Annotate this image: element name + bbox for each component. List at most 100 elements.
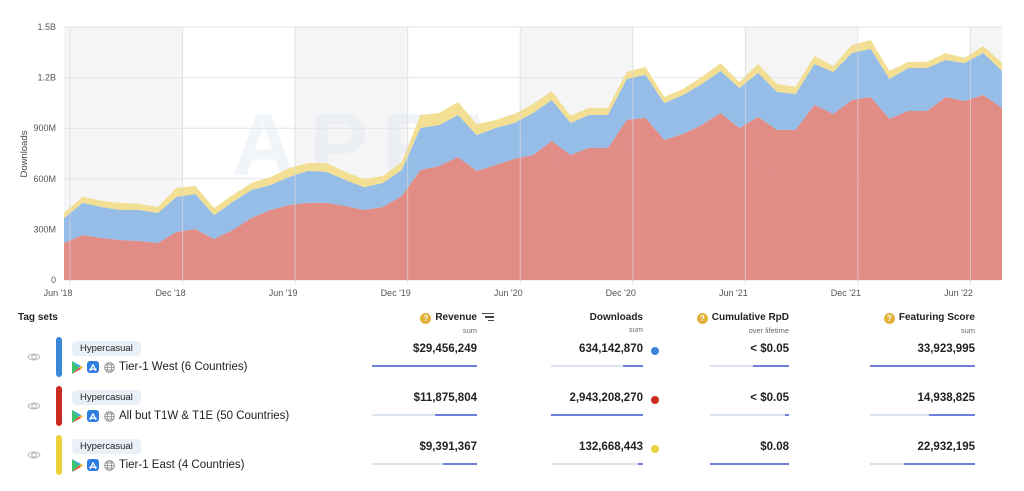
globe-icon xyxy=(104,410,115,422)
rpd-bar-track xyxy=(710,414,789,416)
revenue-cell: $29,456,249 xyxy=(372,343,477,373)
tag-set-name[interactable]: All but T1W & T1E (50 Countries) xyxy=(119,410,290,422)
downloads-header[interactable]: Downloads sum xyxy=(590,312,643,334)
series-color-bar xyxy=(56,337,62,377)
rpd-cell: < $0.05 xyxy=(710,392,789,422)
google-play-icon xyxy=(72,360,83,374)
featuring-header-label: Featuring Score xyxy=(898,312,975,323)
question-icon[interactable]: ? xyxy=(420,313,432,324)
tag-set-info: Tier-1 West (6 Countries) xyxy=(72,360,247,374)
tag-set-name[interactable]: Tier-1 East (4 Countries) xyxy=(119,459,245,471)
downloads-value: 634,142,870 xyxy=(579,343,643,355)
area-series xyxy=(64,39,1002,281)
downloads-cell: 2,943,208,270 xyxy=(551,392,643,422)
rpd-header-label: Cumulative RpD xyxy=(711,312,789,323)
revenue-value: $29,456,249 xyxy=(413,343,477,355)
rpd-value: < $0.05 xyxy=(750,392,789,404)
featuring-bar-fill xyxy=(903,463,975,465)
rpd-value: < $0.05 xyxy=(750,343,789,355)
downloads-bar-fill xyxy=(622,365,643,367)
tag-pill[interactable]: Hypercasual xyxy=(72,390,141,405)
y-axis-ticks: 0 300M 600M 900M 1.2B 1.5B xyxy=(33,22,56,285)
y-tick-label: 1.2B xyxy=(37,73,56,83)
downloads-bar-fill xyxy=(638,463,643,465)
tag-pill[interactable]: Hypercasual xyxy=(72,439,141,454)
rpd-cell: < $0.05 xyxy=(710,343,789,373)
google-play-icon xyxy=(72,458,83,472)
revenue-cell: $11,875,804 xyxy=(372,392,477,422)
revenue-bar-track xyxy=(372,414,477,416)
google-play-icon xyxy=(72,409,83,423)
revenue-bar-fill xyxy=(372,365,477,367)
revenue-header[interactable]: ? Revenue sum xyxy=(420,312,477,335)
eye-icon[interactable] xyxy=(27,350,41,364)
rpd-bar-fill xyxy=(785,414,789,416)
revenue-header-sub: sum xyxy=(462,326,477,335)
x-tick-label: Jun '19 xyxy=(269,288,298,298)
downloads-value: 2,943,208,270 xyxy=(569,392,643,404)
x-tick-label: Dec '18 xyxy=(155,288,185,298)
series-color-dot xyxy=(651,445,659,453)
table-row[interactable]: Hypercasual Tier-1 West (6 Countries) $2… xyxy=(0,335,1024,383)
featuring-bar-track xyxy=(870,414,975,416)
rpd-header[interactable]: ? Cumulative RpD over lifetime xyxy=(696,312,789,335)
tag-set-name[interactable]: Tier-1 West (6 Countries) xyxy=(119,361,248,373)
app-store-icon xyxy=(87,459,99,471)
globe-icon xyxy=(104,361,115,373)
revenue-cell: $9,391,367 xyxy=(372,441,477,471)
tag-pill[interactable]: Hypercasual xyxy=(72,341,141,356)
question-icon[interactable]: ? xyxy=(696,313,708,324)
x-tick-label: Jun '18 xyxy=(44,288,73,298)
featuring-bar-track xyxy=(870,463,975,465)
sort-icon[interactable] xyxy=(482,313,494,323)
featuring-bar-fill xyxy=(928,414,975,416)
y-tick-label: 600M xyxy=(33,174,56,184)
y-tick-label: 900M xyxy=(33,123,56,133)
x-gridlines xyxy=(69,27,971,285)
x-tick-label: Dec '20 xyxy=(606,288,636,298)
x-tick-label: Dec '21 xyxy=(831,288,861,298)
featuring-value: 14,938,825 xyxy=(917,392,975,404)
tag-set-info: All but T1W & T1E (50 Countries) xyxy=(72,409,289,423)
y-tick-label: 0 xyxy=(51,275,56,285)
featuring-header-sub: sum xyxy=(960,326,975,335)
tag-set-info: Tier-1 East (4 Countries) xyxy=(72,458,244,472)
area-all-but-t1w-t1e-50-countries[interactable] xyxy=(64,94,1002,281)
featuring-bar-track xyxy=(870,365,975,367)
featuring-header[interactable]: ? Featuring Score sum xyxy=(883,312,975,335)
y-axis-label: Downloads xyxy=(19,130,30,177)
x-tick-label: Jun '22 xyxy=(944,288,973,298)
revenue-bar-fill xyxy=(435,414,477,416)
featuring-cell: 22,932,195 xyxy=(870,441,975,471)
table-row[interactable]: Hypercasual Tier-1 East (4 Countries) $9… xyxy=(0,433,1024,481)
downloads-bar-fill xyxy=(551,414,643,416)
eye-icon[interactable] xyxy=(27,448,41,462)
revenue-value: $9,391,367 xyxy=(419,441,477,453)
eye-icon[interactable] xyxy=(27,399,41,413)
y-tick-label: 1.5B xyxy=(37,22,56,32)
globe-icon xyxy=(104,459,115,471)
x-tick-label: Dec '19 xyxy=(381,288,411,298)
rpd-bar-track xyxy=(710,365,789,367)
rpd-header-sub: over lifetime xyxy=(748,326,789,335)
tag-sets-header: Tag sets xyxy=(18,312,58,323)
featuring-cell: 33,923,995 xyxy=(870,343,975,373)
series-color-bar xyxy=(56,386,62,426)
downloads-value: 132,668,443 xyxy=(579,441,643,453)
x-tick-label: Jun '20 xyxy=(494,288,523,298)
x-axis-ticks: Jun '18 Dec '18 Jun '19 Dec '19 Jun '20 Dec '… xyxy=(44,288,973,298)
area-tier-1-east-4-countries[interactable] xyxy=(64,39,1002,219)
downloads-header-label: Downloads xyxy=(589,312,643,323)
downloads-bar-track xyxy=(551,463,643,465)
featuring-value: 33,923,995 xyxy=(917,343,975,355)
rpd-cell: $0.08 xyxy=(710,441,789,471)
series-color-dot xyxy=(651,396,659,404)
table-row[interactable]: Hypercasual All but T1W & T1E (50 Countr… xyxy=(0,384,1024,432)
area-tier-1-west-6-countries[interactable] xyxy=(64,48,1002,244)
x-tick-label: Jun '21 xyxy=(719,288,748,298)
downloads-header-sub: sum xyxy=(628,325,643,334)
question-icon[interactable]: ? xyxy=(883,313,895,324)
featuring-bar-fill xyxy=(870,365,975,367)
featuring-value: 22,932,195 xyxy=(917,441,975,453)
